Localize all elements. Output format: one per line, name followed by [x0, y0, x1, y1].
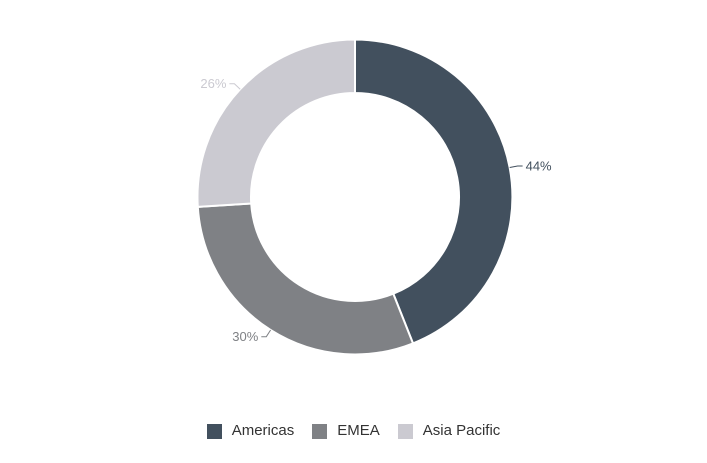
legend-swatch-americas: [206, 423, 222, 439]
legend-label-americas: Americas: [231, 422, 295, 439]
slice-emea[interactable]: [196, 202, 414, 356]
legend-item-asia-pacific[interactable]: Asia Pacific: [397, 422, 501, 440]
legend-label-emea: EMEA: [337, 422, 380, 439]
data-label-connector-americas: [509, 165, 523, 168]
legend-swatch-asia-pacific: [397, 423, 413, 439]
chart-legend: Americas EMEA Asia Pacific: [0, 422, 707, 440]
slice-americas[interactable]: [354, 38, 514, 345]
legend-item-emea[interactable]: EMEA: [312, 422, 380, 440]
data-label-americas: 44%: [526, 159, 552, 174]
legend-swatch-emea: [312, 423, 328, 439]
data-label-connector-emea: [261, 329, 272, 338]
legend-item-americas[interactable]: Americas: [206, 422, 295, 440]
data-label-asia-pacific: 26%: [200, 76, 226, 91]
slice-asia-pacific[interactable]: [196, 38, 356, 208]
data-label-emea: 30%: [232, 329, 258, 344]
legend-label-asia-pacific: Asia Pacific: [422, 422, 501, 439]
data-label-connector-asia-pacific: [229, 83, 241, 90]
